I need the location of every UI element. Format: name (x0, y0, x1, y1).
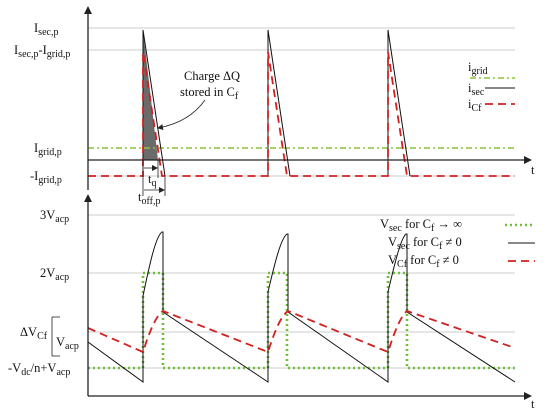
bottom-plot: t 3Vacp 2Vacp ΔVCf Vacp -Vdc/n+Vacp Vsec… (8, 194, 535, 411)
toff-label: toff,p (138, 190, 160, 207)
top-t-label: t (531, 163, 535, 177)
label-2v: 2Vacp (40, 266, 69, 283)
legend-vsec-inf: Vsec for Cf → ∞ (380, 217, 462, 234)
label-vacp: Vacp (56, 335, 79, 352)
vcf-wave (87, 309, 516, 354)
vsec-inf-wave (88, 271, 515, 370)
icf-wave (88, 51, 515, 177)
legend-isec: isec (468, 81, 485, 98)
charge-annotation-arrow (157, 99, 206, 131)
bottom-t-label: t (531, 397, 535, 411)
top-plot: t Isec,p Isec,p-Igrid,p Igrid,p -Igrid,p… (14, 6, 535, 207)
label-igrid: Igrid,p (34, 141, 62, 158)
legend-igrid: igrid (468, 60, 488, 77)
legend-icf: iCf (468, 97, 482, 114)
tq-label: tq (148, 172, 156, 189)
legend-vcf: VCf for Cf ≠ 0 (388, 253, 459, 270)
charge-annotation-line1: Charge ΔQ (184, 69, 240, 83)
legend-vsec: Vsec for Cf ≠ 0 (388, 235, 462, 252)
bottom-legend: Vsec for Cf → ∞ Vsec for Cf ≠ 0 VCf for … (380, 217, 535, 270)
top-legend: igrid isec iCf (468, 60, 515, 114)
label-vdc: -Vdc/n+Vacp (8, 361, 70, 378)
label-diff: Isec,p-Igrid,p (14, 43, 70, 60)
charge-area (143, 30, 158, 160)
label-neg-igrid: -Igrid,p (30, 169, 62, 186)
label-3v: 3Vacp (40, 208, 69, 225)
vsec-wave (87, 231, 516, 383)
label-isec-peak: Isec,p (34, 21, 58, 38)
label-dvcf: ΔVCf (20, 325, 48, 342)
charge-annotation-line2: stored in Cf (180, 85, 239, 102)
